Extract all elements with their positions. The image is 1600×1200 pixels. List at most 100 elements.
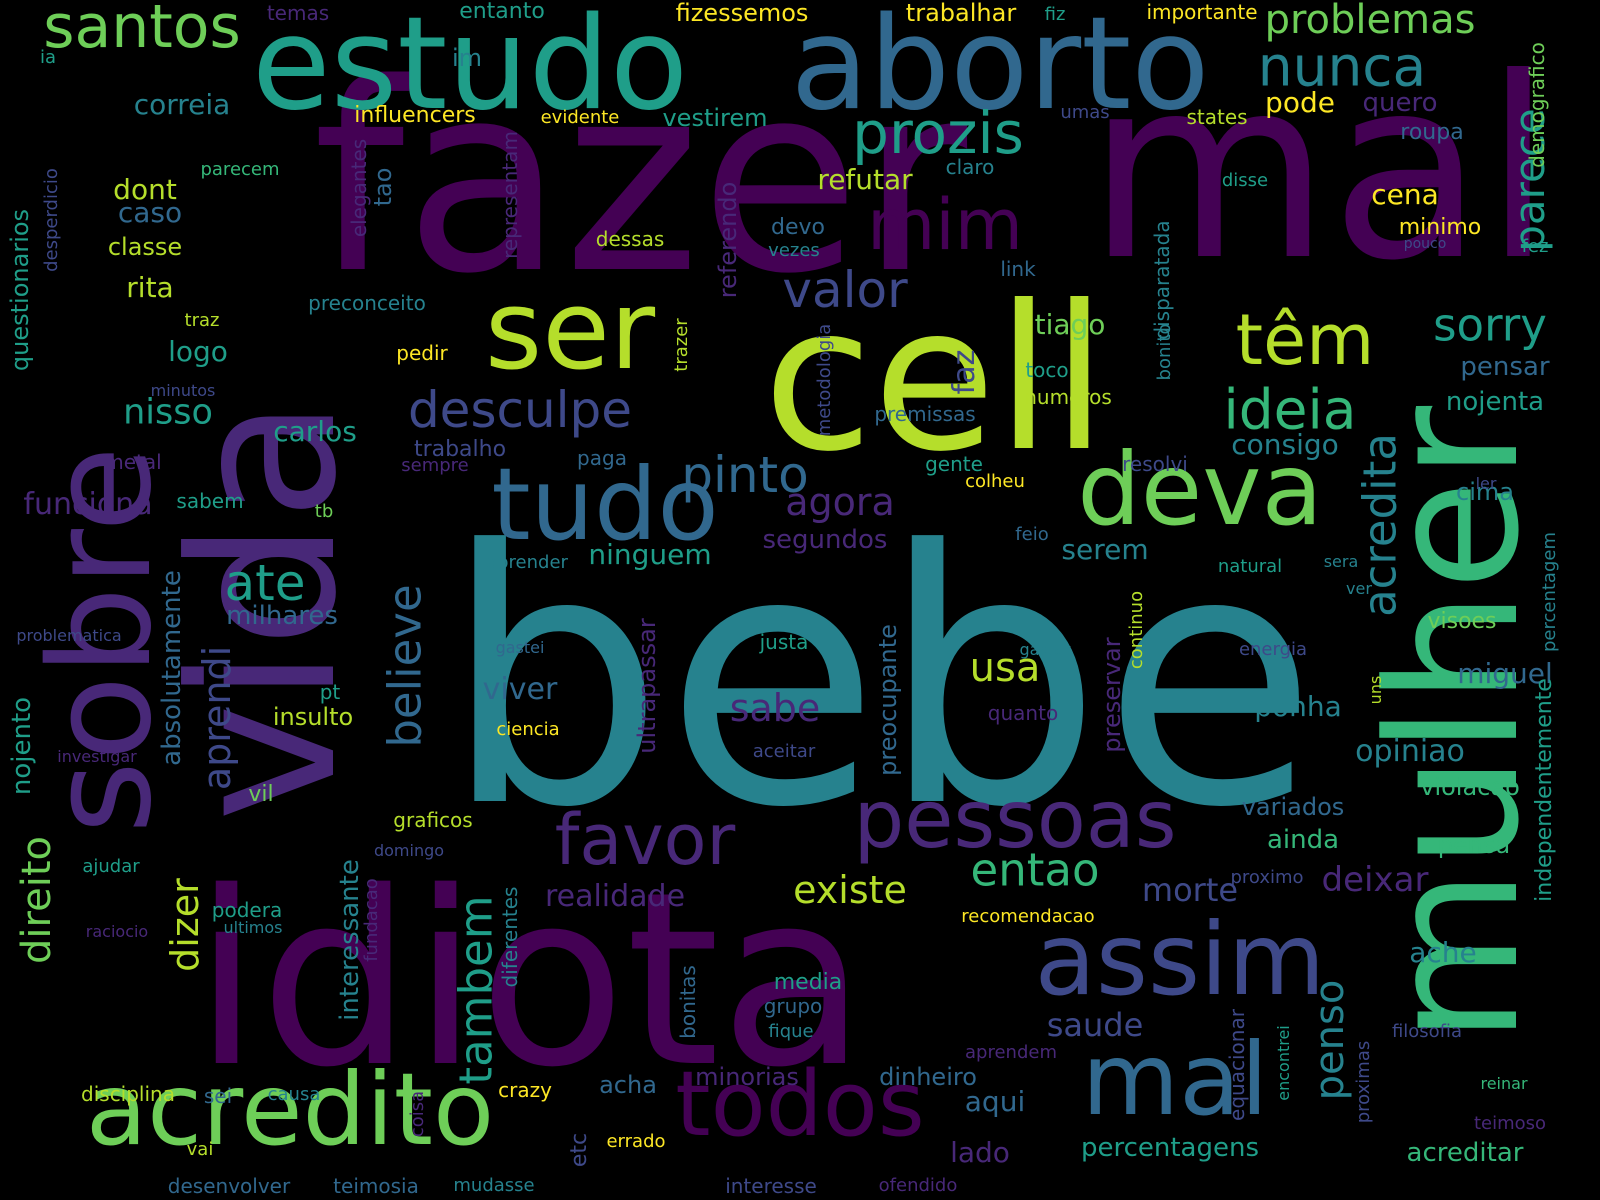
word-interesse: interesse (725, 1174, 817, 1198)
word-metal: metal (104, 450, 162, 474)
word-ainda: ainda (1266, 825, 1340, 855)
word-sei: sei (203, 1084, 233, 1108)
word-media: media (773, 970, 843, 995)
word-bonito: bonito (1154, 323, 1175, 381)
word-preocupante: preocupante (874, 624, 902, 776)
word-gastar: gastar (1019, 640, 1071, 659)
word-lado: lado (950, 1136, 1010, 1169)
word-equacionar: equacionar (1225, 1009, 1249, 1121)
word-reinar: reinar (1480, 1074, 1528, 1093)
word-rita: rita (126, 271, 174, 304)
word-representam: representam (498, 131, 522, 259)
word-vestirem: vestirem (662, 104, 768, 132)
word-visoes: visoes (1427, 609, 1497, 634)
word-direito: direito (14, 836, 60, 964)
word-pedir: pedir (396, 341, 448, 365)
word-uns: uns (1366, 675, 1385, 705)
word-pensar: pensar (1460, 352, 1550, 382)
word-minutos: minutos (150, 381, 216, 400)
word-investigar: investigar (57, 747, 137, 766)
word-ache: ache (1409, 936, 1477, 969)
word-recomendacao: recomendacao (961, 906, 1095, 927)
word-pode: pode (1265, 86, 1335, 119)
word-pinto: pinto (681, 446, 809, 504)
word-realidade: realidade (544, 879, 686, 914)
word-ler: ler (1475, 474, 1497, 493)
word-causa: causa (267, 1084, 321, 1105)
word-mal: mal (1081, 1021, 1269, 1138)
word-saude: saude (1046, 1006, 1144, 1044)
word-justa: justa (759, 630, 809, 654)
word-natural: natural (1217, 556, 1283, 577)
word-tiago: tiago (1034, 308, 1106, 341)
word-carlos: carlos (273, 415, 357, 448)
word-fazer: fazer (312, 29, 968, 331)
word-pessoas: pessoas (853, 773, 1177, 866)
word-percentagens: percentagens (1080, 1133, 1260, 1163)
word-existe: existe (793, 868, 907, 912)
word-vil: vil (248, 782, 274, 807)
word-quanto: quanto (987, 701, 1059, 725)
word-gastei: gastei (495, 638, 545, 657)
word-classe: classe (107, 233, 183, 261)
word-filosofia: filosofia (1391, 1021, 1463, 1042)
word-interessante: interessante (335, 859, 365, 1021)
word-ninguem: ninguem (588, 538, 712, 571)
word-prozis: prozis (852, 99, 1024, 167)
word-energia: energia (1238, 639, 1308, 660)
word-acredito: acredito (85, 1051, 495, 1168)
word-influencers: influencers (354, 103, 476, 128)
word-mim: mim (867, 184, 1023, 266)
word-etc: etc (567, 1132, 592, 1168)
word-gente: gente (925, 452, 983, 476)
word-nunca: nunca (1257, 34, 1427, 99)
word-entanto: entanto (459, 0, 545, 24)
word-desculpe: desculpe (407, 381, 633, 439)
word-link: link (1000, 257, 1036, 281)
word-consigo: consigo (1231, 428, 1339, 461)
word-idiota: idiota (193, 840, 867, 1120)
word-tambem: tambem (449, 895, 503, 1085)
word-teimosia: teimosia (333, 1174, 419, 1198)
word-toco: toco (1025, 358, 1069, 382)
word-miguel: miguel (1457, 657, 1553, 690)
word-sempre: sempre (401, 455, 469, 476)
word-têm: têm (1235, 299, 1375, 381)
word-colheu: colheu (965, 471, 1025, 492)
word-demografico: demografico (1525, 42, 1549, 168)
word-ideia: ideia (1223, 377, 1357, 442)
word-dizer: dizer (163, 878, 207, 972)
word-preconceito: preconceito (308, 291, 426, 315)
word-mudasse: mudasse (453, 1175, 535, 1196)
word-parecem: parecem (200, 159, 280, 180)
word-aprendem: aprendem (965, 1042, 1057, 1063)
word-claro: claro (945, 155, 995, 179)
word-pensa: pensa (1437, 831, 1511, 859)
word-serem: serem (1061, 533, 1149, 566)
word-mal: mal (1086, 24, 1554, 315)
word-ciencia: ciencia (496, 719, 560, 740)
word-trabalhar: trabalhar (905, 0, 1017, 27)
word-acreditar: acreditar (1406, 1138, 1524, 1168)
word-aborto: aborto (790, 0, 1210, 139)
word-minimo: minimo (1398, 215, 1482, 240)
word-numeros: numeros (1024, 385, 1112, 409)
word-ponha: ponha (1254, 690, 1342, 723)
word-dinheiro: dinheiro (879, 1063, 977, 1091)
word-aqui: aqui (964, 1085, 1026, 1118)
word-fiz: fiz (1044, 4, 1066, 25)
word-logo: logo (168, 335, 228, 368)
word-cena: cena (1371, 178, 1439, 211)
word-aprendi: aprendi (195, 645, 239, 791)
word-sorry: sorry (1433, 298, 1547, 352)
word-refutar: refutar (817, 163, 913, 196)
word-fundacao: fundacao (361, 878, 382, 962)
word-aceitar: aceitar (752, 741, 816, 762)
word-proximas: proximas (1353, 1040, 1374, 1124)
word-devo: devo (771, 215, 825, 240)
word-resolvi: resolvi (1122, 452, 1188, 476)
word-ia: ia (39, 47, 57, 68)
word-problemas: problemas (1264, 0, 1476, 43)
word-raciocio: raciocio (85, 922, 149, 941)
word-quero: quero (1362, 88, 1438, 118)
